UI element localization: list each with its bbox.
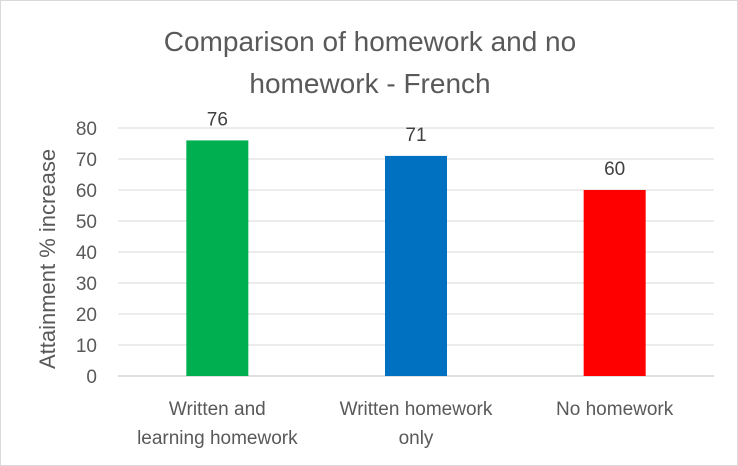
- data-label: 60: [604, 159, 625, 180]
- data-label: 76: [207, 109, 228, 130]
- y-tick-label: 70: [76, 150, 97, 171]
- x-category-label: learning homework: [137, 428, 298, 449]
- x-category-label: Written homework: [340, 399, 493, 420]
- bar: [186, 140, 249, 376]
- x-category-label: only: [399, 428, 434, 449]
- x-category-label: No homework: [556, 399, 674, 420]
- y-tick-label: 50: [76, 212, 97, 233]
- chart-title: Comparison of homework and no homework -…: [1, 21, 738, 105]
- bars: [186, 140, 646, 376]
- y-tick-label: 20: [76, 305, 97, 326]
- x-category-label: Written and: [169, 399, 266, 420]
- y-tick-label: 0: [86, 367, 97, 388]
- data-labels: 76 71 60: [207, 109, 625, 180]
- data-label: 71: [405, 125, 426, 146]
- y-tick-label: 40: [76, 243, 97, 264]
- x-axis-categories: Written and learning homework Written home…: [137, 399, 674, 449]
- y-tick-label: 30: [76, 274, 97, 295]
- bar: [583, 190, 646, 376]
- chart-title-line-2: homework - French: [249, 68, 491, 99]
- bar: [385, 155, 447, 376]
- y-tick-label: 10: [76, 336, 97, 357]
- y-axis-ticks: 0 10 20 30 40 50 60 70 80: [76, 119, 97, 388]
- y-tick-label: 60: [76, 181, 97, 202]
- y-tick-label: 80: [76, 119, 97, 140]
- chart-title-line-1: Comparison of homework and no: [163, 26, 577, 57]
